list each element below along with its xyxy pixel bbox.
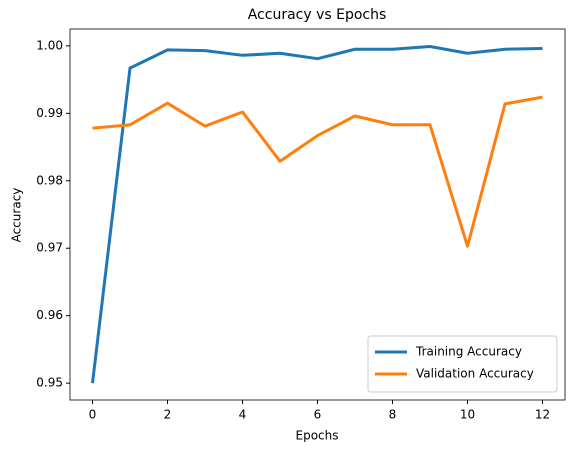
- legend-label: Training Accuracy: [415, 345, 522, 359]
- axes-frame: [69, 28, 566, 401]
- y-tick-label: 0.98: [36, 173, 63, 187]
- y-tick-label: 0.99: [36, 106, 63, 120]
- x-axis-label: Epochs: [296, 429, 339, 443]
- y-axis-label: Accuracy: [10, 188, 24, 243]
- x-tick-label: 4: [239, 408, 247, 422]
- x-tick-label: 8: [389, 408, 397, 422]
- x-tick-label: 0: [89, 408, 97, 422]
- y-tick-label: 0.97: [36, 241, 63, 255]
- x-tick-label: 2: [164, 408, 172, 422]
- y-tick-label: 0.95: [36, 376, 63, 390]
- y-tick-label: 1.00: [36, 38, 63, 52]
- x-tick-label: 6: [314, 408, 322, 422]
- y-tick-label: 0.96: [36, 308, 63, 322]
- chart-title: Accuracy vs Epochs: [248, 7, 387, 23]
- x-tick-label: 10: [460, 408, 475, 422]
- legend-label: Validation Accuracy: [416, 367, 534, 381]
- legend-box: [367, 335, 558, 393]
- x-tick-label: 12: [535, 408, 550, 422]
- line-series: [92, 95, 543, 248]
- line-series: [91, 45, 543, 384]
